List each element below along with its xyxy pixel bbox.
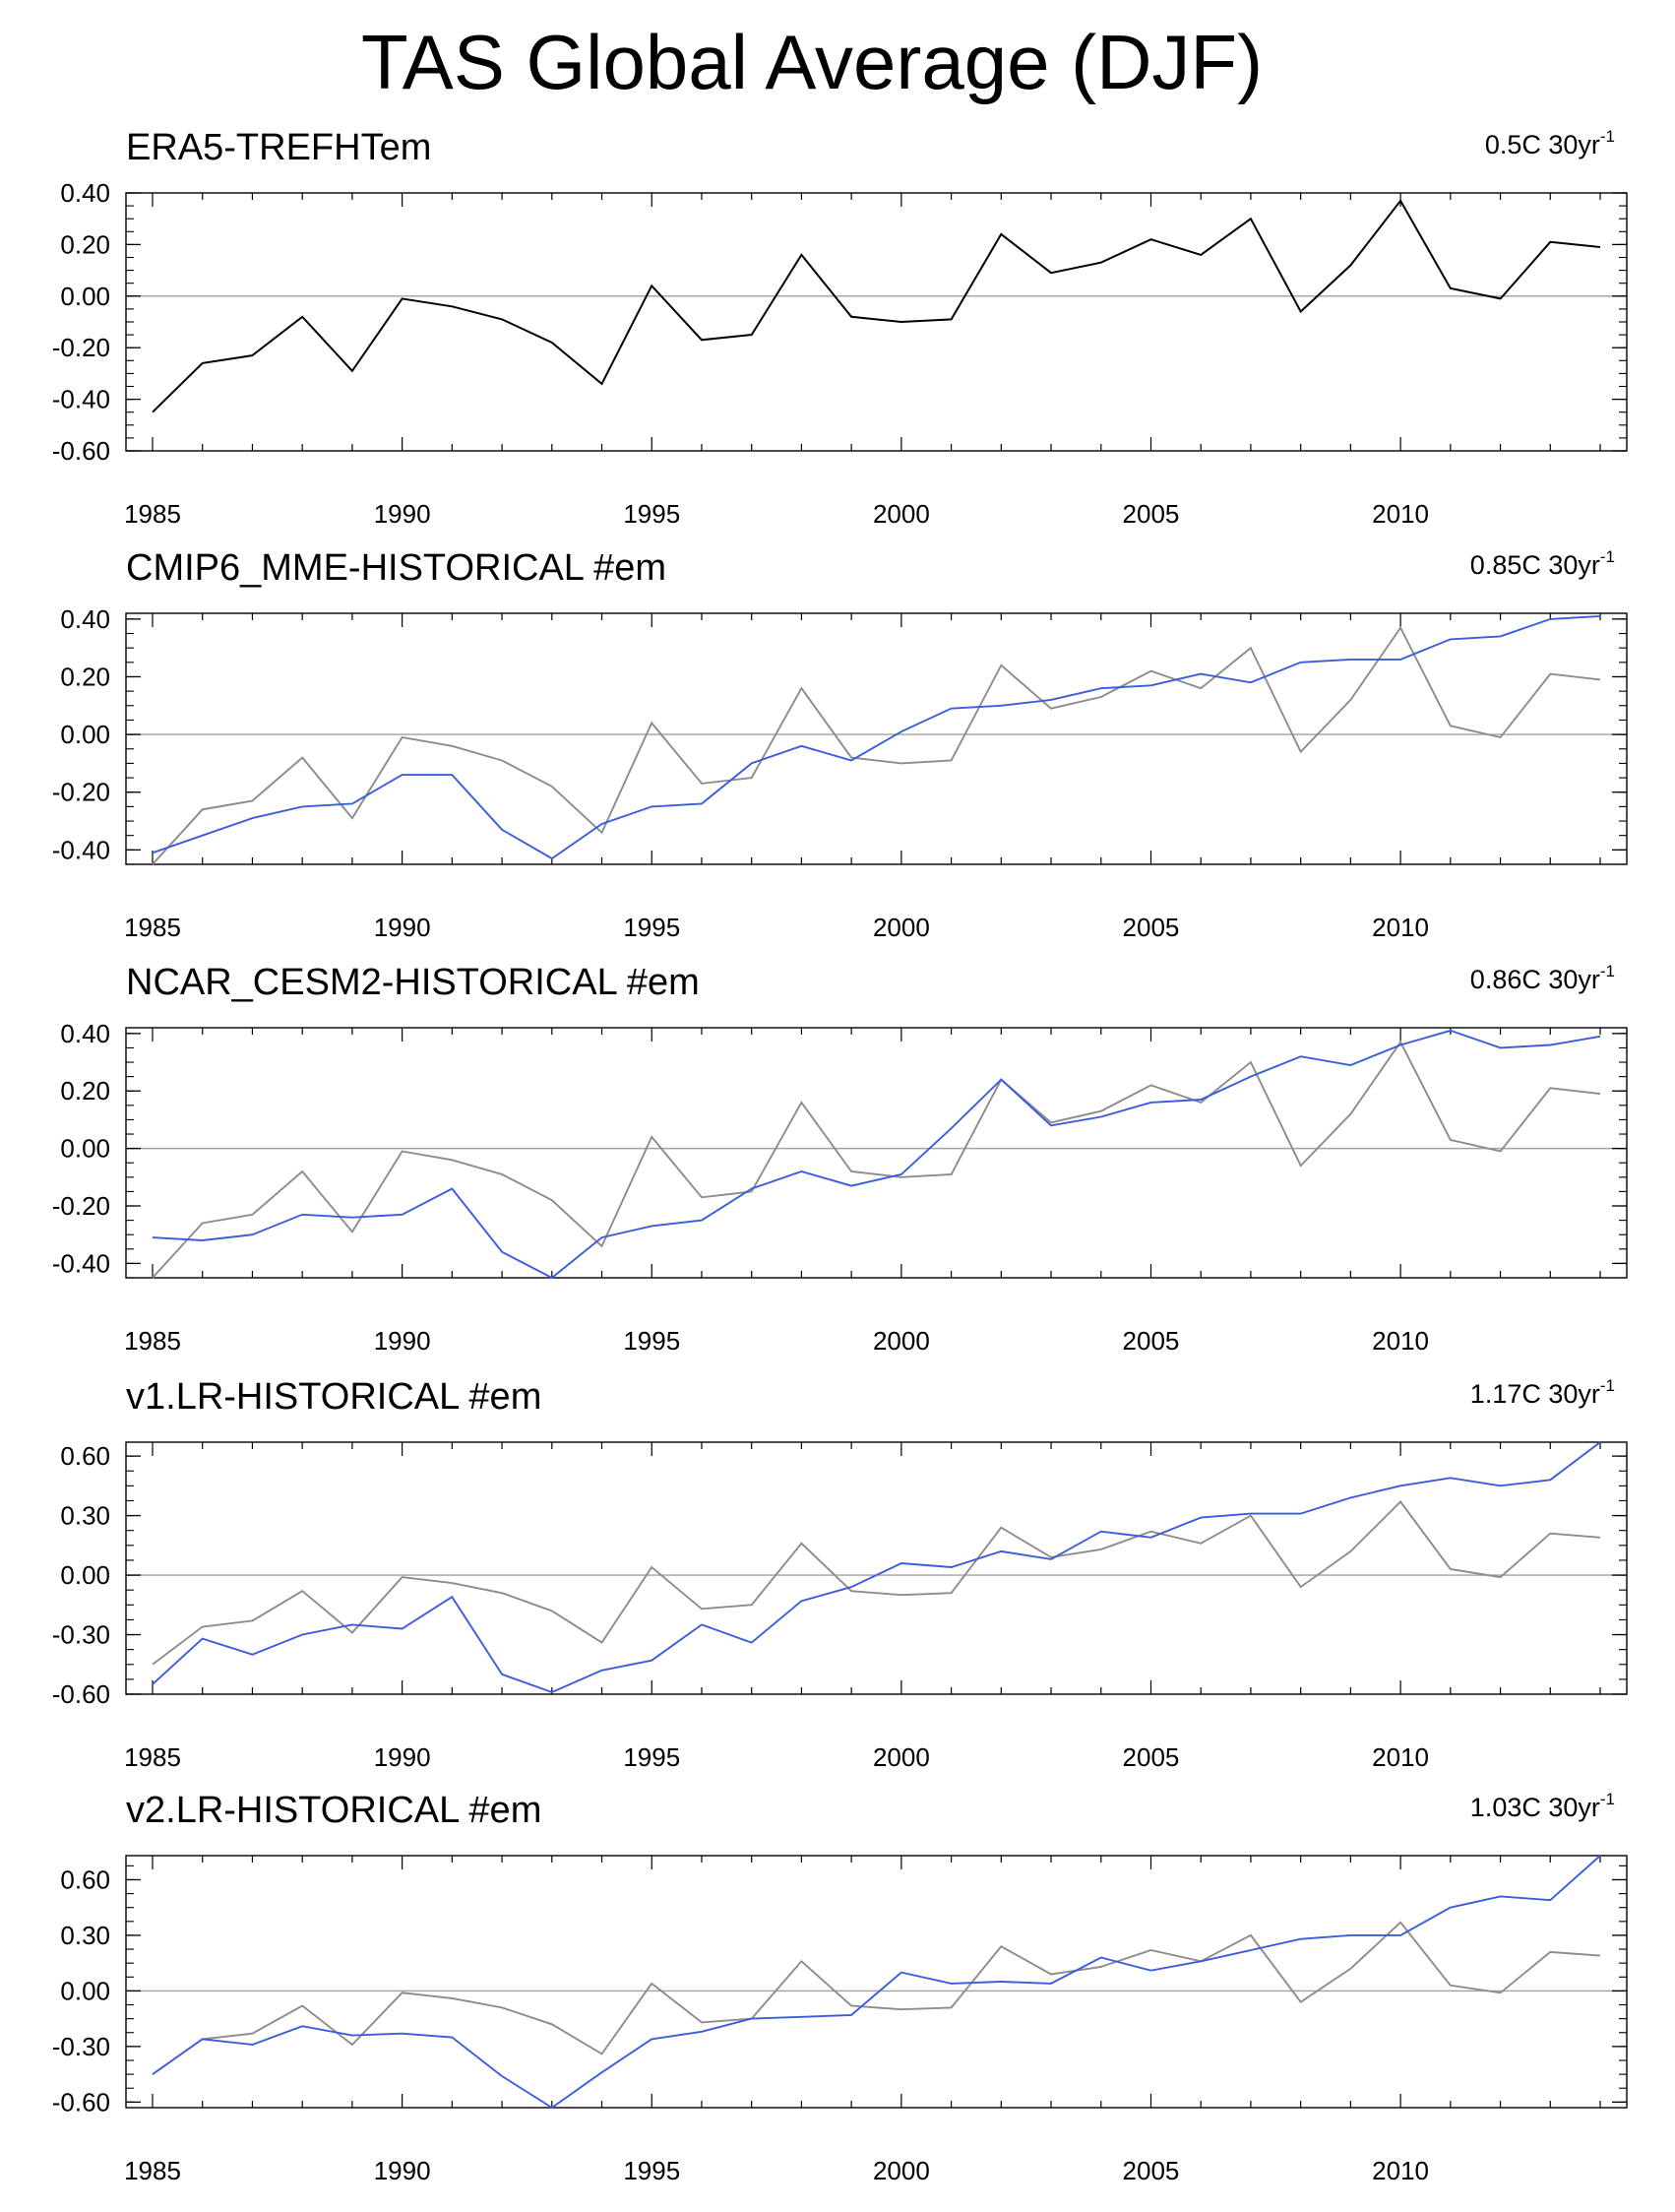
x-tick-label: 2000: [873, 1742, 930, 1772]
panel-title: v1.LR-HISTORICAL #em: [126, 1376, 541, 1418]
y-tick-label: 0.40: [60, 604, 110, 634]
x-tick-label: 1990: [374, 913, 431, 942]
x-tick-label: 1990: [374, 499, 431, 529]
x-tick-label: 2010: [1372, 2156, 1429, 2185]
series-line-ncar-cesm2: [152, 1029, 1601, 1280]
y-tick-label: -0.60: [52, 2087, 110, 2117]
y-tick-label: 0.20: [60, 229, 110, 259]
y-tick-label: 0.00: [60, 1134, 110, 1164]
trend-annotation: 0.85C 30yr-1: [1470, 547, 1615, 580]
chart-panel-2: CMIP6_MME-HISTORICAL #em 0.85C 30yr-1 1985…: [52, 547, 1628, 942]
y-tick-label: -0.30: [52, 1620, 110, 1650]
trend-annotation: 1.17C 30yr-1: [1470, 1376, 1615, 1409]
panel-title: NCAR_CESM2-HISTORICAL #em: [126, 962, 700, 1003]
x-tick-label: 1985: [124, 913, 181, 942]
y-tick-label: -0.20: [52, 1191, 110, 1221]
trend-annotation: 0.86C 30yr-1: [1470, 962, 1615, 994]
panel-title: ERA5-TREFHTem: [126, 127, 431, 168]
trend-annotation: 1.03C 30yr-1: [1470, 1790, 1615, 1822]
y-tick-label: -0.30: [52, 2032, 110, 2061]
x-tick-label: 1985: [124, 1326, 181, 1356]
chart-panel-4: v1.LR-HISTORICAL #em 1.17C 30yr-1 1985 1990…: [52, 1376, 1628, 1772]
y-tick-label: 0.40: [60, 178, 110, 208]
x-tick-label: 2005: [1123, 2156, 1180, 2185]
chart-panel-1: ERA5-TREFHTem 0.5C 30yr-1 1985 1990 1995 2000…: [52, 127, 1628, 529]
x-tick-label: 1985: [124, 1742, 181, 1772]
plot-frame: [125, 1027, 1628, 1279]
trend-exponent: -1: [1600, 1790, 1615, 1808]
x-tick-label: 2000: [873, 499, 930, 529]
x-tick-label: 1995: [623, 913, 680, 942]
y-tick-label: 0.20: [60, 662, 110, 691]
trend-value: 1.17C 30yr: [1470, 1379, 1600, 1409]
y-tick-label: 0.40: [60, 1019, 110, 1048]
series-line-v1-lr: [152, 1441, 1601, 1694]
y-tick-label: -0.40: [52, 385, 110, 414]
y-tick-label: 0.00: [60, 1976, 110, 2005]
y-tick-label: 0.60: [60, 1864, 110, 1894]
y-tick-label: -0.40: [52, 1248, 110, 1278]
y-tick-label: -0.40: [52, 835, 110, 864]
x-tick-label: 1995: [623, 1742, 680, 1772]
plot-frame: [125, 1441, 1628, 1695]
x-tick-label: 1990: [374, 1326, 431, 1356]
plot-frame: [125, 1855, 1628, 2109]
trend-exponent: -1: [1600, 127, 1615, 146]
x-tick-label: 1985: [124, 499, 181, 529]
figure-title: TAS Global Average (DJF): [361, 19, 1263, 105]
plot-frame: [125, 192, 1628, 452]
x-tick-label: 1990: [374, 2156, 431, 2185]
trend-value: 0.85C 30yr: [1470, 550, 1600, 580]
series-line-era5: [152, 1500, 1601, 1666]
trend-annotation: 0.5C 30yr-1: [1485, 127, 1615, 159]
series-line-era5: [152, 1921, 1601, 2075]
series-line-era5: [152, 625, 1601, 865]
trend-value: 0.5C 30yr: [1485, 130, 1600, 159]
series-line-cmip6-mme: [152, 614, 1601, 860]
series-line-era5: [152, 199, 1601, 413]
y-tick-label: -0.20: [52, 778, 110, 807]
y-tick-label: 0.30: [60, 1501, 110, 1531]
y-tick-label: 0.00: [60, 1560, 110, 1590]
x-tick-label: 2000: [873, 913, 930, 942]
x-tick-label: 2000: [873, 2156, 930, 2185]
x-tick-label: 2010: [1372, 913, 1429, 942]
trend-value: 1.03C 30yr: [1470, 1793, 1600, 1822]
plot-frame: [125, 612, 1628, 865]
chart-panel-3: NCAR_CESM2-HISTORICAL #em 0.86C 30yr-1 198…: [52, 962, 1628, 1356]
x-tick-label: 2010: [1372, 1742, 1429, 1772]
x-tick-label: 1995: [623, 2156, 680, 2185]
series-line-v2-lr: [152, 1855, 1601, 2110]
x-tick-label: 1995: [623, 1326, 680, 1356]
x-tick-label: 2010: [1372, 1326, 1429, 1356]
series-line-era5: [152, 1040, 1601, 1279]
y-tick-label: 0.00: [60, 720, 110, 749]
y-tick-label: 0.30: [60, 1921, 110, 1950]
y-tick-label: 0.60: [60, 1441, 110, 1471]
trend-exponent: -1: [1600, 547, 1615, 566]
chart-panel-5: v2.LR-HISTORICAL #em 1.03C 30yr-1 1985 1990…: [52, 1790, 1628, 2185]
trend-value: 0.86C 30yr: [1470, 965, 1600, 994]
y-tick-label: -0.60: [52, 436, 110, 466]
y-tick-label: 0.20: [60, 1076, 110, 1106]
x-tick-label: 2000: [873, 1326, 930, 1356]
x-tick-label: 2005: [1123, 499, 1180, 529]
y-tick-label: -0.20: [52, 333, 110, 362]
panel-title: v2.LR-HISTORICAL #em: [126, 1790, 541, 1831]
x-tick-label: 1995: [623, 499, 680, 529]
y-tick-label: -0.60: [52, 1679, 110, 1709]
panel-title: CMIP6_MME-HISTORICAL #em: [126, 547, 666, 589]
x-tick-label: 2005: [1123, 1742, 1180, 1772]
x-tick-label: 1985: [124, 2156, 181, 2185]
y-tick-label: 0.00: [60, 282, 110, 311]
trend-exponent: -1: [1600, 962, 1615, 980]
x-tick-label: 2005: [1123, 913, 1180, 942]
x-tick-label: 2010: [1372, 499, 1429, 529]
x-tick-label: 2005: [1123, 1326, 1180, 1356]
trend-exponent: -1: [1600, 1376, 1615, 1395]
x-tick-label: 1990: [374, 1742, 431, 1772]
